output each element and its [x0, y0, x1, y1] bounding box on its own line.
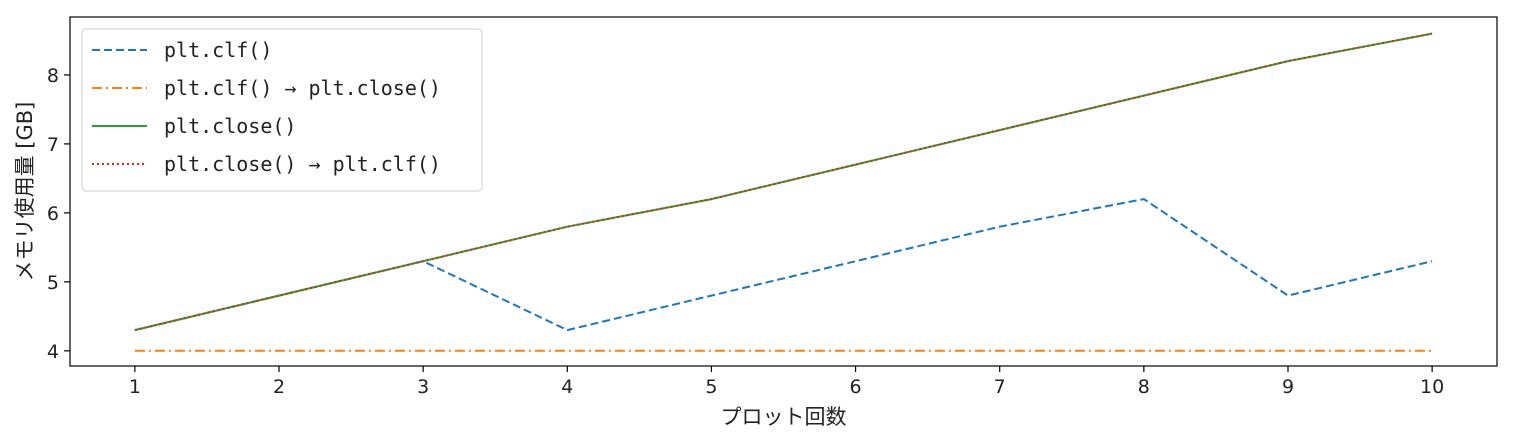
y-tick-label: 4	[47, 341, 59, 363]
x-tick-label: 10	[1420, 376, 1444, 398]
legend-label-2: plt.clf() → plt.close()	[164, 76, 441, 100]
x-tick-label: 2	[273, 376, 285, 398]
y-tick-label: 7	[47, 134, 59, 156]
x-tick-label: 4	[561, 376, 573, 398]
x-axis-ticks: 1 2 3 4 5 6 7 8 9 10	[129, 366, 1444, 398]
x-tick-label: 9	[1282, 376, 1294, 398]
x-tick-label: 7	[994, 376, 1006, 398]
y-axis-ticks: 4 5 6 7 8	[47, 65, 70, 363]
series-line-1	[134, 198, 1433, 332]
y-tick-label: 5	[47, 272, 59, 294]
series-line-4	[134, 32, 1433, 332]
plot-area-frame	[69, 16, 1498, 367]
y-tick-label: 8	[47, 65, 59, 87]
x-tick-label: 3	[417, 376, 429, 398]
y-axis-label: メモリ使用量 [GB]	[13, 102, 37, 282]
x-tick-label: 1	[129, 376, 141, 398]
legend: plt.clf() plt.clf() → plt.close() plt.clos…	[81, 28, 483, 192]
x-tick-label: 5	[705, 376, 717, 398]
x-axis-label: プロット回数	[721, 405, 847, 429]
x-tick-label: 6	[850, 376, 862, 398]
legend-label-3: plt.close()	[164, 114, 296, 138]
legend-label-4: plt.close() → plt.clf()	[164, 152, 441, 176]
legend-label-1: plt.clf()	[164, 38, 272, 62]
y-tick-label: 6	[47, 203, 59, 225]
x-tick-label: 8	[1138, 376, 1150, 398]
series-layer	[134, 32, 1433, 352]
legend-box	[81, 28, 483, 192]
